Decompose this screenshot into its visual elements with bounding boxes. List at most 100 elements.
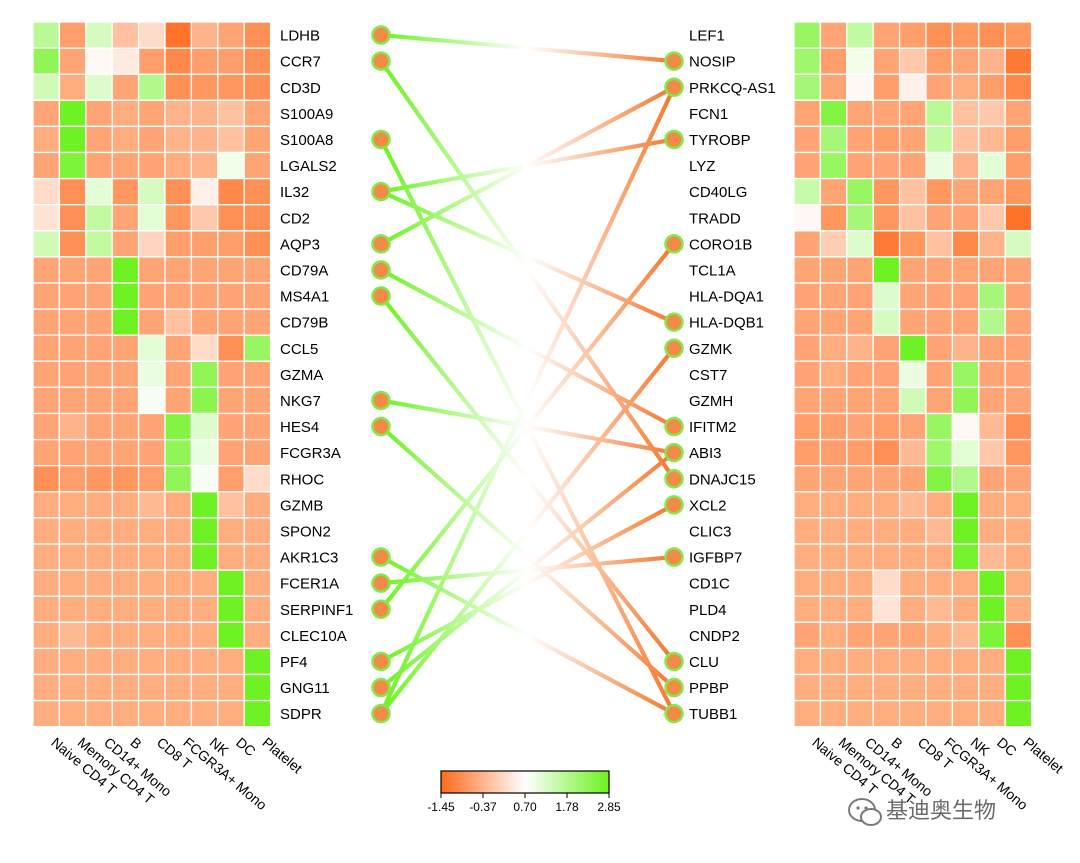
left-gene-node [371,677,391,698]
right-heatmap-cell [1004,673,1033,702]
left-gene-labels: LDHB CCR7 CD3D S100A9 S100A8 LGALS2 IL32 CD2 AQP… [280,28,353,724]
right-heatmap-cell [1004,621,1033,650]
left-heatmap-cell [85,699,113,728]
left-gene-label: MS4A1 [280,289,329,306]
right-heatmap-cell [846,517,874,545]
right-heatmap-cell [925,543,954,571]
left-gene-label: FCER1A [280,576,339,593]
right-heatmap-cell [898,517,927,545]
left-heatmap-cell [85,621,113,650]
left-heatmap-cell [243,491,272,519]
left-heatmap-cell [111,177,140,206]
left-gene-node [371,129,391,150]
watermark-text: 基迪奥生物 [886,798,996,823]
right-heatmap-cell [872,308,901,336]
right-heatmap-cell [793,256,822,284]
right-heatmap-cell [898,47,927,75]
left-gene-label: RHOC [280,471,324,488]
left-heatmap-cell [217,73,245,101]
right-heatmap-cell [978,308,1006,336]
right-gene-label: GZMK [689,341,732,358]
right-heatmap-cell [951,412,980,441]
left-heatmap-cell [217,125,245,154]
right-heatmap-cell [1004,517,1033,545]
right-heatmap-cell [898,412,927,441]
right-heatmap-cell [819,21,848,49]
right-heatmap-cell [1004,204,1033,232]
right-heatmap-cell [846,569,874,597]
right-heatmap-cell [872,569,901,597]
right-heatmap-cell [846,595,874,623]
left-heatmap-cell [111,569,140,597]
right-heatmap-cell [925,334,954,362]
left-heatmap-cell [58,21,87,49]
left-gene-label: GZMA [280,367,323,384]
left-heatmap-cell [111,491,140,519]
left-column-label: Platelet [259,734,305,776]
right-heatmap-cell [872,21,901,49]
right-heatmap-cell [872,465,901,493]
right-heatmap-cell [978,699,1006,728]
left-gene-node [371,416,391,437]
left-heatmap-cell [111,47,140,75]
right-heatmap-cell [951,438,980,467]
left-heatmap-cell [190,517,219,545]
right-gene-node [664,234,684,254]
right-heatmap-cell [793,125,822,154]
right-heatmap-cell [1004,543,1033,571]
left-gene-label: CD3D [280,80,321,97]
left-heatmap-cell [32,386,61,415]
right-gene-label: LYZ [689,158,715,175]
right-heatmap-cell [978,543,1006,571]
left-heatmap-cell [85,21,113,49]
right-heatmap-cell [951,73,980,101]
right-heatmap-cell [793,204,822,232]
left-heatmap-cell [137,47,166,75]
right-heatmap-cell [925,438,954,467]
right-heatmap-cell [1004,438,1033,467]
right-heatmap-cell [925,230,954,258]
left-heatmap-cell [243,465,272,493]
left-heatmap-cell [190,230,219,258]
right-heatmap-cell [872,99,901,128]
right-heatmap-cell [978,673,1006,702]
left-heatmap-cell [217,230,245,258]
left-heatmap-cell [32,230,61,258]
left-heatmap-cell [190,595,219,623]
right-gene-label: ABI3 [689,445,722,462]
left-heatmap-cell [217,438,245,467]
right-heatmap-cell [1004,230,1033,258]
left-heatmap-cell [111,73,140,101]
left-heatmap-cell [190,491,219,519]
right-heatmap-cell [1004,282,1033,310]
left-heatmap-cell [58,673,87,702]
left-heatmap-cell [85,465,113,493]
right-heatmap-cell [898,621,927,650]
right-heatmap-cell [872,699,901,728]
left-heatmap-cell [190,386,219,415]
right-gene-labels: LEF1 NOSIP PRKCQ-AS1 FCN1 TYROBP LYZ CD40LG TRA… [689,28,776,724]
left-heatmap-cell [137,125,166,154]
right-heatmap-cell [872,491,901,519]
right-heatmap-cell [872,438,901,467]
right-gene-label: GZMH [689,393,733,410]
right-heatmap-cell [1004,177,1033,206]
right-heatmap-cell [1004,125,1033,154]
left-heatmap-cell [137,334,166,362]
right-heatmap-cell [872,360,901,389]
left-heatmap-cell [32,99,61,128]
right-heatmap-cell [793,595,822,623]
right-heatmap-cell [872,334,901,362]
right-heatmap-cell [925,204,954,232]
left-heatmap-cell [58,230,87,258]
right-heatmap-cell [872,47,901,75]
left-heatmap-cell [243,360,272,389]
right-gene-node [664,77,684,97]
left-heatmap-cell [217,491,245,519]
left-heatmap-cell [58,334,87,362]
right-gene-label: IGFBP7 [689,550,742,567]
right-heatmap-cell [872,256,901,284]
right-heatmap-cell [846,125,874,154]
right-heatmap-cell [793,517,822,545]
left-heatmap-cell [243,308,272,336]
